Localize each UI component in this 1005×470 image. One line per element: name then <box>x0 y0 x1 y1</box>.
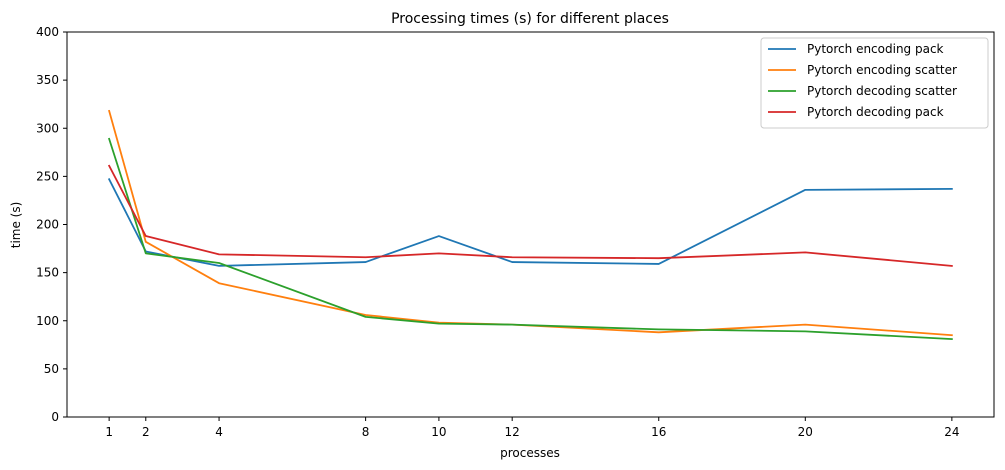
x-tick-label: 4 <box>215 425 223 439</box>
legend-entry-label: Pytorch decoding scatter <box>807 84 957 98</box>
x-tick-label: 20 <box>798 425 813 439</box>
x-tick-label: 2 <box>142 425 150 439</box>
y-axis-ticks: 0 50 100 150 200 250 300 350 400 <box>36 25 67 424</box>
x-tick-label: 1 <box>105 425 113 439</box>
x-axis-ticks: 1 2 4 8 10 12 16 20 24 <box>105 417 960 439</box>
y-tick-label: 200 <box>36 218 59 232</box>
legend-entry-label: Pytorch encoding scatter <box>807 63 957 77</box>
x-axis-label: processes <box>500 446 560 460</box>
y-tick-label: 400 <box>36 25 59 39</box>
legend-entry-label: Pytorch decoding pack <box>807 105 944 119</box>
x-tick-label: 10 <box>431 425 446 439</box>
series-line-1 <box>107 178 953 267</box>
x-tick-label: 8 <box>362 425 370 439</box>
series-line-2 <box>108 109 953 337</box>
legend-entry-label: Pytorch encoding pack <box>807 42 944 56</box>
legend: Pytorch encoding pack Pytorch encoding sc… <box>760 37 989 129</box>
x-tick-label: 12 <box>505 425 520 439</box>
y-axis-label: time (s) <box>9 202 23 249</box>
x-tick-label: 24 <box>944 425 959 439</box>
legend-box <box>760 37 989 129</box>
x-tick-label: 16 <box>651 425 666 439</box>
y-tick-label: 0 <box>51 410 59 424</box>
y-tick-label: 50 <box>44 362 59 376</box>
plot-area <box>107 109 953 340</box>
chart-title: Processing times (s) for different place… <box>391 11 669 27</box>
y-tick-label: 100 <box>36 314 59 328</box>
y-tick-label: 150 <box>36 266 59 280</box>
y-tick-label: 300 <box>36 121 59 135</box>
series-line-3 <box>108 137 953 340</box>
series-line-4 <box>107 164 953 267</box>
y-tick-label: 350 <box>36 73 59 87</box>
y-tick-label: 250 <box>36 169 59 183</box>
